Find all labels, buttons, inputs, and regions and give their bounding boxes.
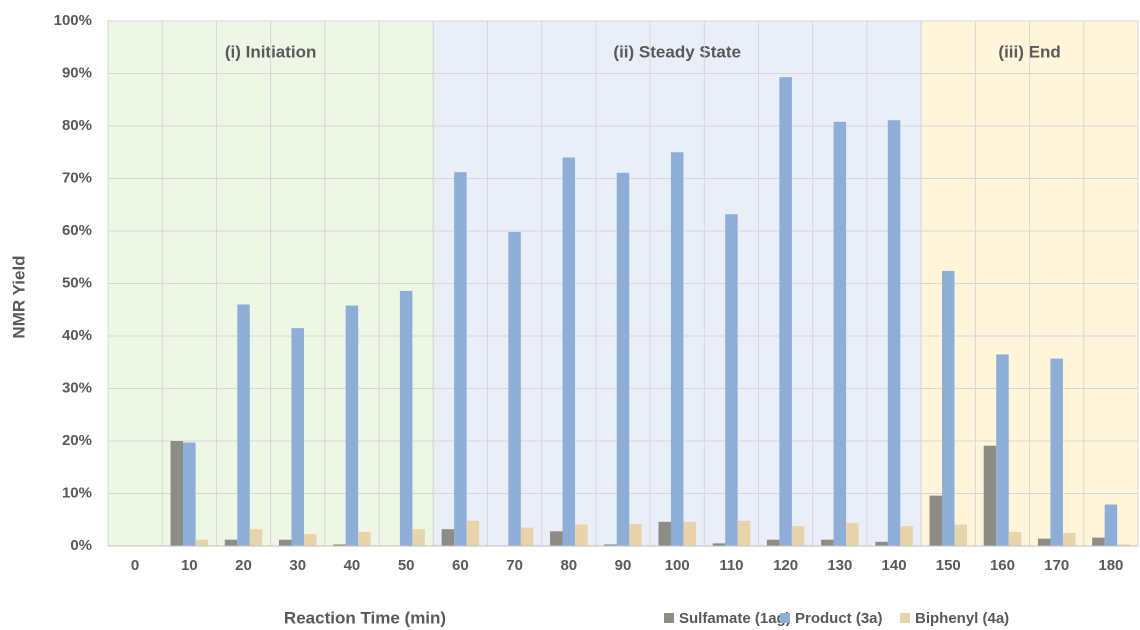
bar bbox=[508, 232, 521, 547]
x-tick-label: 140 bbox=[882, 557, 907, 574]
bar bbox=[725, 214, 738, 546]
legend-label: Product (3a) bbox=[795, 610, 883, 627]
x-tick-label: 40 bbox=[344, 557, 361, 574]
marks bbox=[170, 77, 1130, 547]
bar bbox=[766, 539, 780, 546]
y-tick-label: 80% bbox=[62, 117, 92, 134]
bar bbox=[875, 541, 888, 546]
bar bbox=[224, 539, 238, 546]
x-tick-label: 70 bbox=[506, 557, 523, 574]
x-tick-label: 160 bbox=[990, 557, 1015, 574]
legend-label: Sulfamate (1ag) bbox=[679, 610, 791, 627]
y-tick-label: 40% bbox=[62, 327, 92, 344]
bar bbox=[737, 520, 751, 546]
bar bbox=[399, 290, 413, 546]
bar bbox=[833, 121, 847, 547]
bar bbox=[195, 539, 209, 546]
bar bbox=[670, 152, 684, 546]
region-label: (ii) Steady State bbox=[613, 42, 741, 61]
x-tick-label: 20 bbox=[235, 557, 252, 574]
bar bbox=[345, 305, 359, 546]
bar bbox=[562, 157, 576, 546]
bar bbox=[983, 445, 997, 546]
x-tick-label: 30 bbox=[289, 557, 306, 574]
bar bbox=[712, 543, 726, 546]
y-tick-label: 20% bbox=[62, 432, 92, 449]
bar bbox=[954, 524, 968, 546]
bar bbox=[996, 354, 1009, 546]
bar bbox=[604, 544, 617, 546]
bar bbox=[1050, 358, 1063, 546]
x-tick-label: 120 bbox=[773, 557, 798, 574]
bar bbox=[1104, 504, 1118, 546]
x-tick-label: 80 bbox=[560, 557, 577, 574]
bar bbox=[629, 523, 642, 546]
bar bbox=[616, 172, 630, 546]
x-tick-label: 50 bbox=[398, 557, 415, 574]
bar bbox=[929, 495, 943, 546]
y-tick-label: 30% bbox=[62, 379, 92, 396]
y-tick-label: 90% bbox=[62, 64, 92, 81]
legend-label: Biphenyl (4a) bbox=[915, 610, 1009, 627]
bar bbox=[887, 120, 901, 546]
x-tick-label: 110 bbox=[719, 557, 743, 574]
x-tick-label: 10 bbox=[181, 557, 198, 574]
bar bbox=[1008, 531, 1022, 546]
bar bbox=[550, 531, 563, 546]
bar bbox=[1117, 544, 1130, 546]
legend-swatch bbox=[900, 613, 910, 623]
bar bbox=[942, 270, 955, 546]
bar bbox=[291, 328, 304, 546]
x-tick-label: 130 bbox=[827, 557, 852, 574]
bar bbox=[1092, 537, 1105, 546]
y-tick-label: 100% bbox=[54, 12, 92, 29]
x-tick-label: 0 bbox=[131, 557, 139, 574]
legend-swatch bbox=[664, 613, 674, 623]
x-tick-label: 150 bbox=[936, 557, 961, 574]
bar bbox=[412, 529, 425, 546]
bar bbox=[575, 524, 588, 546]
bar bbox=[454, 172, 467, 546]
bar bbox=[683, 521, 696, 546]
y-tick-label: 70% bbox=[62, 169, 92, 186]
y-tick-label: 50% bbox=[62, 274, 92, 291]
bar bbox=[846, 522, 859, 546]
x-tick-label: 60 bbox=[452, 557, 469, 574]
y-tick-label: 10% bbox=[62, 484, 92, 501]
bar bbox=[358, 531, 371, 546]
y-tick-label: 60% bbox=[62, 222, 92, 239]
y-axis-title: NMR Yield bbox=[9, 255, 28, 338]
x-tick-label: 90 bbox=[615, 557, 632, 574]
bar bbox=[779, 77, 792, 547]
bar bbox=[900, 526, 913, 546]
bar bbox=[237, 304, 250, 546]
bar bbox=[1062, 532, 1076, 546]
bar bbox=[658, 521, 671, 546]
bar bbox=[333, 544, 346, 546]
x-tick-label: 180 bbox=[1098, 557, 1123, 574]
bar bbox=[249, 529, 263, 546]
bar bbox=[466, 520, 480, 546]
bar bbox=[1037, 538, 1051, 546]
x-tick-label: 170 bbox=[1044, 557, 1069, 574]
bar bbox=[303, 533, 317, 546]
bar bbox=[278, 539, 292, 546]
bar bbox=[441, 529, 455, 546]
legend-swatch bbox=[780, 613, 790, 623]
y-tick-label: 0% bbox=[70, 537, 92, 554]
bar bbox=[791, 526, 805, 546]
bar bbox=[821, 539, 834, 546]
x-tick-label: 100 bbox=[665, 557, 690, 574]
bar bbox=[520, 527, 534, 546]
bar bbox=[183, 442, 196, 546]
x-axis-title: Reaction Time (min) bbox=[284, 608, 446, 627]
bar bbox=[170, 441, 184, 546]
